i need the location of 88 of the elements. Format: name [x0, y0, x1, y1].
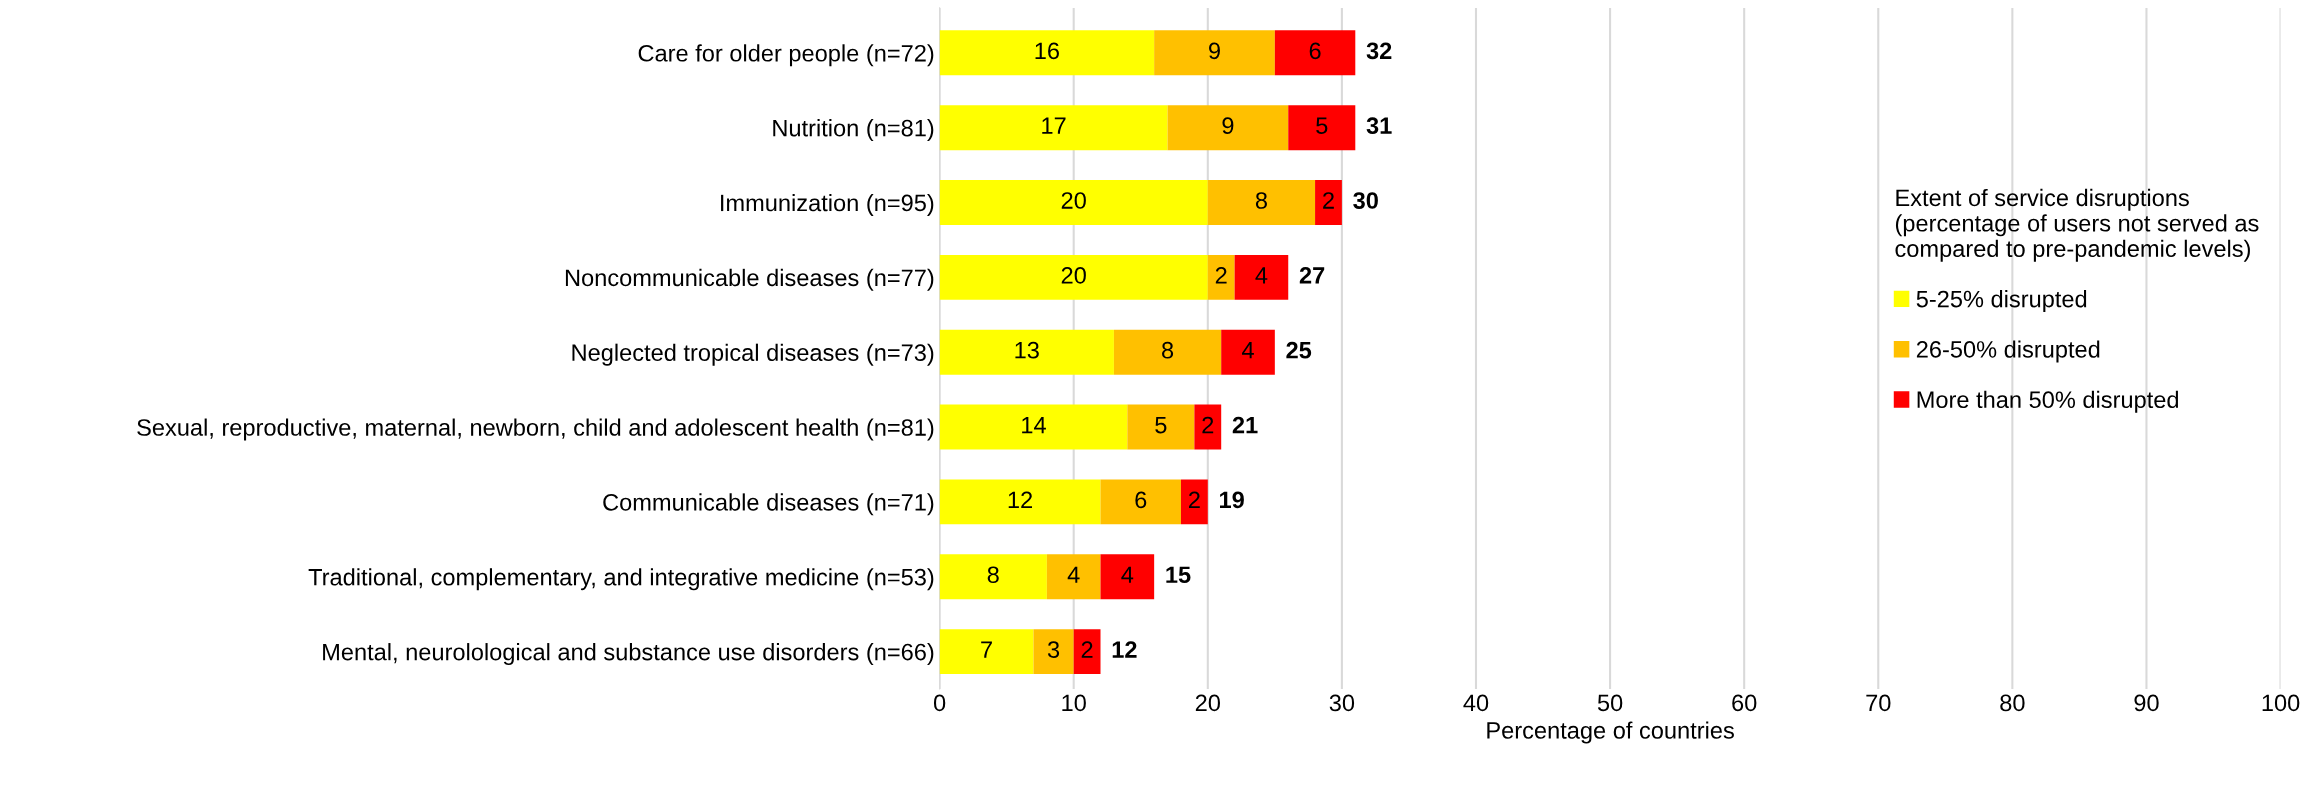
legend-label: 5-25% disrupted — [1916, 290, 2087, 313]
x-tick-label: 100 — [2262, 694, 2300, 712]
x-tick-label: 40 — [1463, 694, 1489, 712]
bar — [1234, 254, 1289, 300]
bar — [1315, 180, 1342, 225]
data-label: 2 — [1215, 266, 1227, 284]
bar — [1033, 629, 1074, 675]
bar — [1207, 180, 1316, 225]
bar — [939, 329, 1114, 375]
data-label: 2 — [1189, 491, 1200, 509]
bar — [939, 105, 1168, 151]
data-label: 8 — [1162, 341, 1174, 359]
bar — [1207, 254, 1235, 300]
data-label: 8 — [1255, 192, 1267, 209]
data-label: 17 — [1042, 117, 1066, 134]
data-label: 3 — [1047, 641, 1060, 658]
bar — [1194, 404, 1222, 450]
data-label: 4 — [1067, 566, 1080, 583]
data-label: 6 — [1309, 42, 1321, 60]
bar — [939, 554, 1047, 600]
bar — [939, 404, 1128, 450]
bar — [939, 30, 1155, 76]
data-label: 4 — [1255, 267, 1268, 284]
legend-title: Extent of service disruptions (percentage of users not served as compared to pre-pandemic levels) — [1895, 188, 2259, 262]
total-label: 15 — [1166, 566, 1191, 584]
bar — [1274, 30, 1356, 76]
x-tick-label: 50 — [1597, 694, 1623, 712]
total-label: 32 — [1366, 42, 1392, 60]
y-tick-label: Noncommunicable diseases (n=77) — [565, 268, 934, 291]
bar — [1127, 404, 1195, 450]
bar — [1100, 554, 1155, 600]
data-label: 7 — [981, 641, 992, 658]
data-label: 20 — [1061, 192, 1086, 209]
total-label: 30 — [1353, 192, 1378, 209]
data-label: 4 — [1121, 566, 1134, 583]
data-label: 13 — [1015, 341, 1039, 359]
total-label: 27 — [1299, 266, 1325, 284]
x-tick-label: 0 — [933, 694, 946, 712]
data-label: 2 — [1081, 641, 1093, 658]
total-label: 21 — [1232, 416, 1258, 434]
total-label: 19 — [1220, 491, 1244, 509]
bar — [1046, 554, 1101, 600]
x-tick-label: 90 — [2134, 694, 2159, 712]
data-label: 6 — [1135, 491, 1147, 509]
data-label: 16 — [1035, 42, 1059, 60]
total-label: 31 — [1366, 117, 1392, 135]
x-tick-label: 20 — [1195, 694, 1220, 712]
x-tick-label: 80 — [2000, 694, 2025, 712]
data-label: 5 — [1316, 117, 1328, 135]
data-label: 12 — [1008, 491, 1032, 509]
data-label: 9 — [1222, 117, 1234, 135]
bar — [1073, 629, 1101, 675]
x-tick-label: 70 — [1866, 694, 1891, 712]
bar — [939, 479, 1101, 525]
data-label: 2 — [1202, 416, 1214, 434]
y-tick-label: Neglected tropical diseases (n=73) — [572, 343, 934, 366]
y-tick-label: Sexual, reproductive, maternal, newborn, child and adolescent health (n=81) — [137, 418, 934, 441]
bar — [1100, 479, 1181, 525]
bar — [1154, 30, 1275, 76]
x-axis-title: Percentage of countries — [1487, 721, 1734, 744]
legend-label: More than 50% disrupted — [1917, 390, 2179, 413]
y-tick-label: Mental, neurolological and substance use disorders (n=66) — [323, 643, 934, 666]
bar — [939, 629, 1034, 675]
bar — [939, 180, 1208, 225]
bar — [1167, 105, 1289, 151]
legend-label: 26-50% disrupted — [1916, 340, 2100, 363]
data-label: 14 — [1022, 416, 1046, 434]
bar — [1221, 329, 1275, 375]
y-tick-label: Immunization (n=95) — [721, 193, 934, 216]
data-label: 20 — [1061, 266, 1086, 284]
x-tick-label: 60 — [1732, 694, 1757, 712]
data-label: 4 — [1242, 342, 1254, 359]
bar — [1180, 479, 1208, 525]
bar — [1113, 329, 1222, 375]
y-tick-label: Traditional, complementary, and integrative medicine (n=53) — [308, 568, 934, 591]
bar — [1288, 105, 1356, 151]
data-label: 5 — [1155, 416, 1167, 434]
x-tick-label: 10 — [1062, 694, 1086, 712]
y-tick-label: Nutrition (n=81) — [773, 119, 934, 142]
data-label: 8 — [987, 566, 999, 584]
total-label: 12 — [1112, 641, 1137, 658]
data-label: 9 — [1209, 42, 1220, 60]
x-tick-label: 30 — [1329, 694, 1355, 712]
y-tick-label: Care for older people (n=72) — [638, 44, 934, 67]
data-label: 2 — [1323, 192, 1334, 209]
bar — [939, 254, 1208, 300]
y-tick-label: Communicable diseases (n=71) — [603, 493, 934, 516]
total-label: 25 — [1286, 341, 1312, 359]
